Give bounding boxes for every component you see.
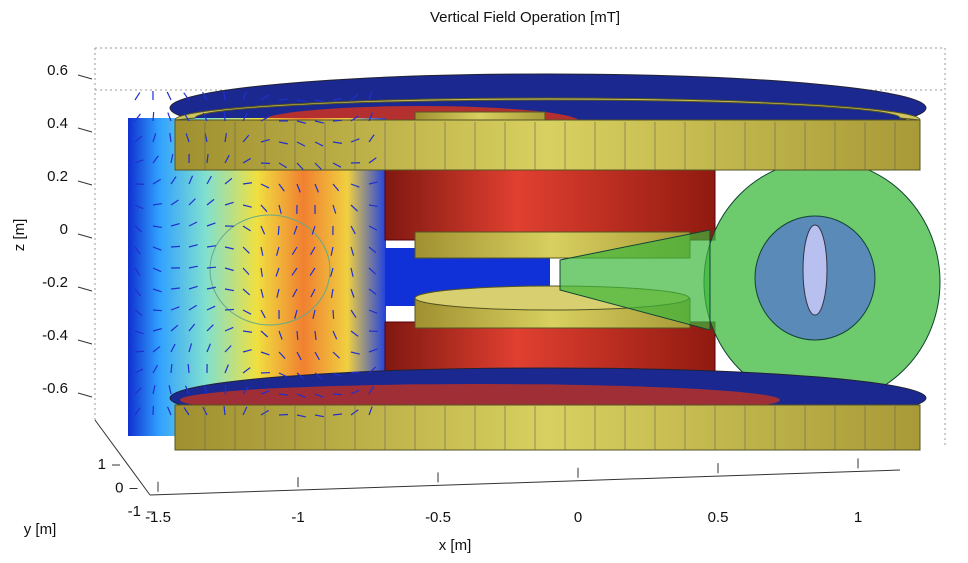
x-axis-line: [150, 470, 900, 495]
z-tick-label: 0.2: [47, 168, 68, 185]
arrow: [225, 309, 234, 310]
z-tick: [78, 287, 92, 291]
arrow: [135, 92, 140, 100]
arrow: [279, 99, 288, 100]
x-tick-label: -1: [291, 509, 304, 526]
z-tick-label: 0.6: [47, 62, 68, 79]
arrow: [153, 112, 154, 121]
bottom-ring: [175, 405, 920, 450]
y-axis-label: y [m]: [24, 521, 57, 538]
x-tick-label: 0: [574, 509, 582, 526]
top-ring: [175, 120, 920, 170]
figure: Vertical Field Operation [mT] x [m] y [m…: [0, 0, 968, 558]
y-tick-label: 0: [115, 479, 123, 496]
arrow: [207, 267, 216, 268]
arrow: [278, 226, 279, 235]
upper-coil: [385, 165, 715, 240]
x-tick-label: 1: [854, 509, 862, 526]
z-tick-label: -0.6: [42, 380, 68, 397]
x-tick-label: -0.5: [425, 509, 451, 526]
z-tick-label: 0.4: [47, 115, 68, 132]
x-tick-label: 0.5: [708, 509, 729, 526]
arrow: [297, 331, 298, 340]
z-tick-label: -0.2: [42, 274, 68, 291]
arrow: [167, 92, 171, 100]
arrow: [333, 394, 342, 395]
z-axis-label: z [m]: [11, 219, 28, 252]
z-tick: [78, 393, 92, 397]
arrow: [153, 310, 162, 311]
arrow: [333, 310, 334, 319]
arrow: [261, 163, 270, 164]
z-tick: [78, 75, 92, 79]
arrow: [333, 120, 342, 121]
y-tick-label: -1: [128, 503, 141, 520]
z-tick: [78, 181, 92, 185]
chart-title: Vertical Field Operation [mT]: [430, 9, 620, 26]
arrow: [171, 364, 172, 373]
arrow: [224, 112, 225, 121]
arrow: [135, 351, 144, 352]
z-tick: [78, 234, 92, 238]
z-tick: [78, 340, 92, 344]
arrow: [171, 246, 180, 247]
z-tick-label: -0.4: [42, 327, 68, 344]
z-tick: [78, 128, 92, 132]
x-axis-label: x [m]: [439, 537, 472, 554]
arrow: [188, 364, 189, 373]
torus-inner: [803, 225, 827, 315]
page: {"title": "Vertical Field Operation [mT]…: [0, 0, 968, 558]
arrow: [225, 385, 226, 394]
y-tick-label: 1: [98, 456, 106, 473]
z-tick-label: 0: [60, 221, 68, 238]
